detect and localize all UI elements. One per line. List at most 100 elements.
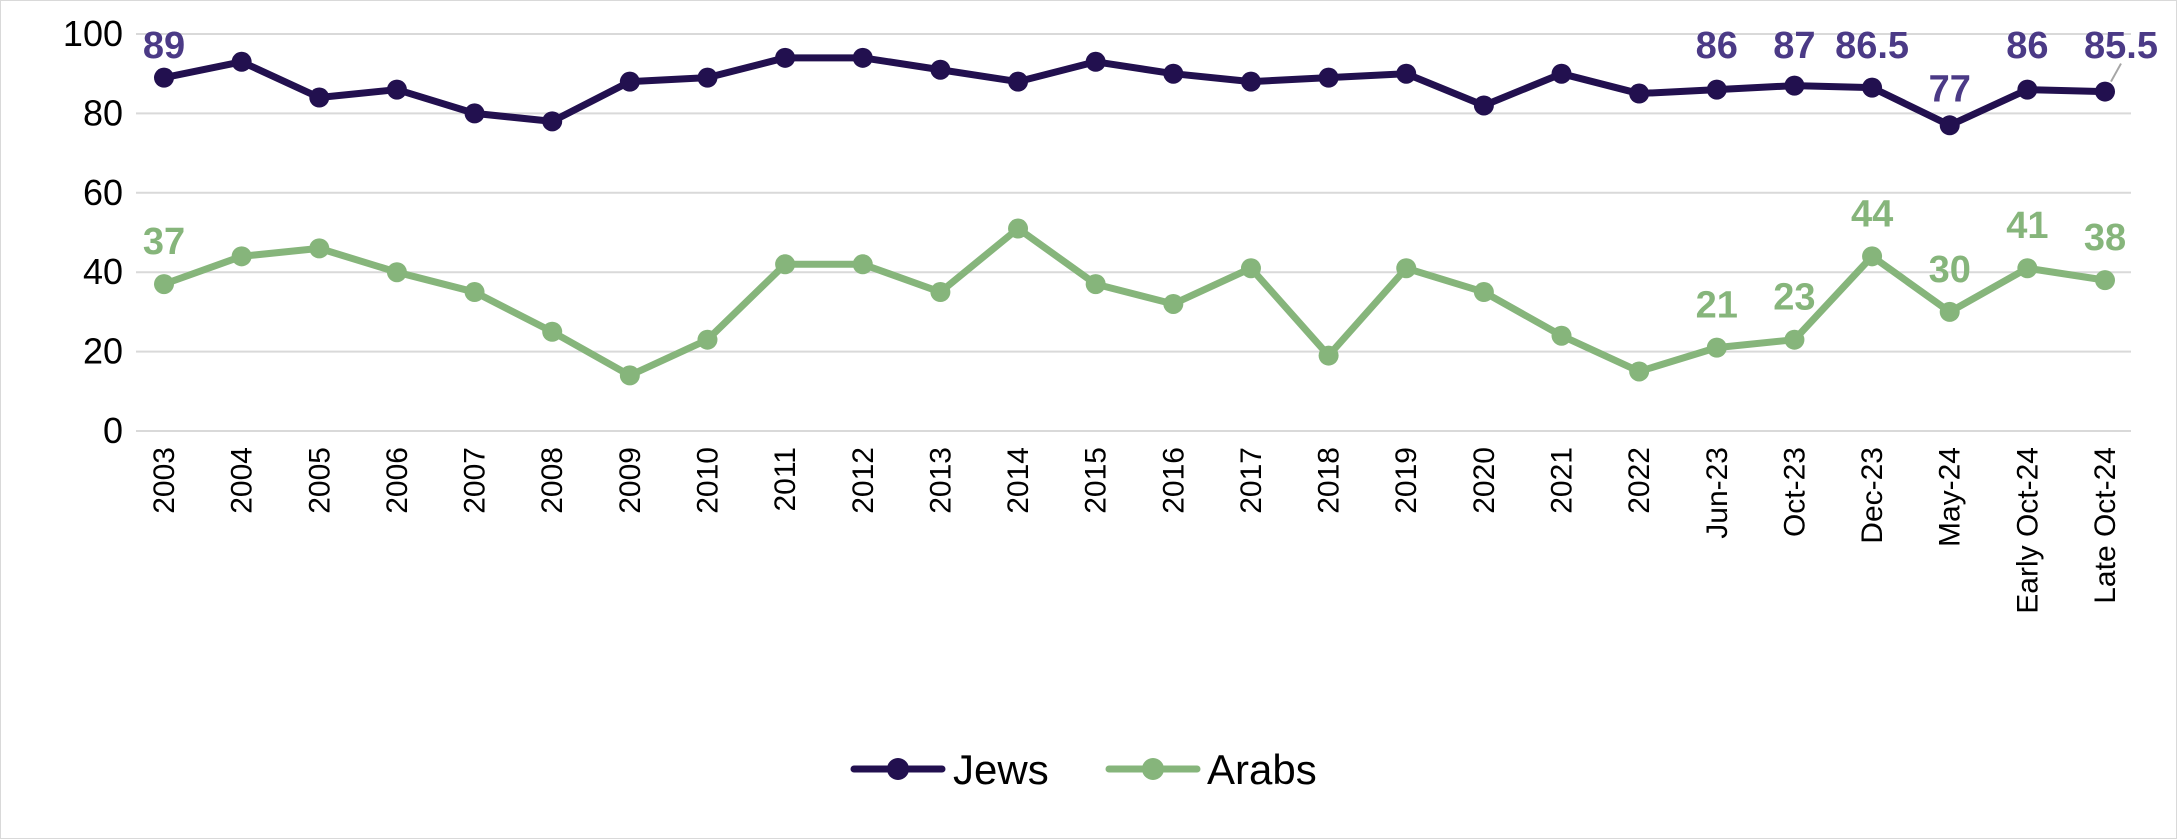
data-label-jews: 86.5 — [1835, 25, 1909, 67]
data-point-jews — [930, 59, 951, 80]
data-label-arabs: 30 — [1929, 249, 1971, 291]
x-tick-label: Dec-23 — [1856, 447, 1889, 544]
data-label-jews: 85.5 — [2084, 25, 2158, 67]
data-label-jews: 86 — [2006, 25, 2048, 67]
x-tick-label: 2019 — [1390, 447, 1423, 514]
x-tick-label: 2022 — [1623, 447, 1656, 514]
x-tick-label: Jun-23 — [1701, 447, 1734, 539]
data-point-jews — [386, 79, 407, 100]
data-point-arabs — [619, 365, 640, 386]
data-point-jews — [775, 47, 796, 68]
data-point-jews — [1862, 77, 1883, 98]
data-point-arabs — [1318, 345, 1339, 366]
data-point-jews — [154, 67, 174, 88]
data-label-arabs: 23 — [1773, 277, 1815, 319]
legend-label-arabs: Arabs — [1207, 746, 1317, 793]
data-point-arabs — [1862, 246, 1883, 267]
x-tick-label: 2003 — [148, 447, 181, 514]
data-point-jews — [1706, 79, 1727, 100]
y-tick-label: 60 — [83, 172, 123, 213]
data-point-jews — [1163, 63, 1184, 84]
data-point-arabs — [1939, 301, 1960, 322]
data-point-jews — [1784, 75, 1805, 96]
series-line-arabs — [160, 225, 2109, 379]
x-tick-label: 2007 — [459, 447, 492, 514]
data-point-arabs — [2095, 270, 2115, 291]
data-point-arabs — [1008, 218, 1029, 239]
y-tick-label: 100 — [63, 13, 123, 54]
data-point-arabs — [154, 274, 174, 295]
data-point-arabs — [1473, 282, 1494, 303]
data-label-arabs: 44 — [1851, 193, 1893, 235]
x-tick-label: May-24 — [1934, 447, 1967, 547]
data-point-arabs — [1551, 325, 1572, 346]
data-point-arabs — [1240, 258, 1261, 279]
data-point-jews — [1939, 115, 1960, 136]
series-lines — [154, 47, 2115, 386]
data-label-arabs: 37 — [143, 221, 185, 263]
data-point-arabs — [930, 282, 951, 303]
x-tick-label: 2011 — [769, 447, 802, 512]
x-tick-label: Late Oct-24 — [2089, 447, 2122, 604]
data-label-jews: 89 — [143, 25, 185, 67]
data-point-jews — [542, 111, 563, 132]
legend: Jews Arabs — [850, 746, 1317, 793]
data-label-arabs: 21 — [1696, 285, 1738, 327]
data-point-arabs — [309, 238, 330, 259]
legend-swatch-marker — [1142, 758, 1164, 780]
x-tick-label: Oct-23 — [1778, 447, 1811, 537]
data-label-jews: 77 — [1929, 68, 1971, 110]
data-point-arabs — [852, 254, 873, 275]
data-point-jews — [1473, 95, 1494, 116]
data-point-jews — [1085, 51, 1106, 72]
data-point-jews — [697, 67, 718, 88]
data-point-arabs — [1163, 293, 1184, 314]
data-point-arabs — [1629, 361, 1650, 382]
series-line-jews — [160, 54, 2109, 129]
data-point-jews — [619, 71, 640, 92]
x-tick-label: 2016 — [1157, 447, 1190, 514]
y-tick-label: 20 — [83, 331, 123, 372]
x-tick-label: 2004 — [226, 447, 259, 514]
data-point-arabs — [1706, 337, 1727, 358]
data-label-arabs: 41 — [2006, 205, 2048, 247]
data-point-jews — [1318, 67, 1339, 88]
data-point-arabs — [1396, 258, 1417, 279]
gridlines — [136, 33, 2131, 432]
x-tick-label: 2010 — [691, 447, 724, 514]
data-point-arabs — [775, 254, 796, 275]
x-tick-label: 2008 — [536, 447, 569, 514]
y-tick-label: 0 — [103, 410, 123, 451]
label-leader-line — [2110, 63, 2122, 83]
legend-swatch-marker — [887, 758, 909, 780]
x-tick-label: 2015 — [1080, 447, 1113, 514]
data-point-arabs — [1085, 274, 1106, 295]
data-point-jews — [1629, 83, 1650, 104]
data-label-arabs: 38 — [2084, 217, 2126, 259]
x-tick-label: 2006 — [381, 447, 414, 514]
x-axis-ticks: 2003 2004 2005 2006 2007 2008 2009 2010 2011 2012… — [148, 447, 2122, 614]
x-tick-label: 2020 — [1468, 447, 1501, 514]
data-labels: 89 86 87 86.5 77 86 85.5 37 21 23 44 30 41 38 — [143, 25, 2158, 327]
data-point-jews — [309, 87, 330, 108]
data-point-jews — [464, 103, 485, 124]
data-point-arabs — [231, 246, 252, 267]
x-tick-label: 2018 — [1313, 447, 1346, 514]
data-point-arabs — [697, 329, 718, 350]
data-label-jews: 87 — [1773, 25, 1815, 67]
x-tick-label: 2013 — [924, 447, 957, 514]
x-tick-label: 2009 — [614, 447, 647, 514]
data-point-arabs — [464, 282, 485, 303]
x-tick-label: 2017 — [1235, 447, 1268, 514]
data-point-jews — [231, 51, 252, 72]
data-point-jews — [2095, 81, 2115, 102]
y-axis-ticks: 0 20 40 60 80 100 — [63, 13, 123, 451]
data-point-jews — [1008, 71, 1029, 92]
data-point-arabs — [1784, 329, 1805, 350]
data-point-jews — [1240, 71, 1261, 92]
y-tick-label: 40 — [83, 251, 123, 292]
data-point-arabs — [2017, 258, 2038, 279]
x-tick-label: 2012 — [847, 447, 880, 514]
